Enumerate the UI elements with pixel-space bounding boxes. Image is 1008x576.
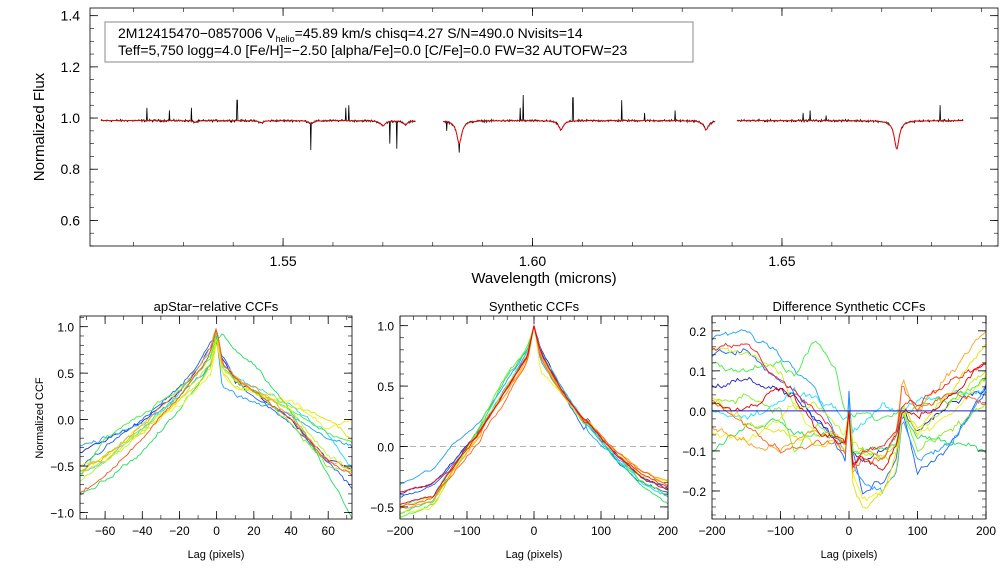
apstar-ccf-y-tick-label: 1.0 <box>57 321 74 335</box>
apstar-ccf-y-tick-label: −0.5 <box>50 460 74 474</box>
synthetic-ccf-x-tick-label: 100 <box>591 524 611 538</box>
legend-box <box>104 21 694 63</box>
legend-line-1: 2M12415470−0857006 Vhelio=45.89 km/s chi… <box>118 25 583 44</box>
apstar-ccf-frame <box>79 315 353 520</box>
synthetic-ccf-series-7 <box>400 325 668 508</box>
legend-parameters-1: =45.89 km/s chisq=4.27 S/N=490.0 Nvisits… <box>295 25 583 41</box>
apstar-ccf-y-tick-label: 0.0 <box>57 414 74 428</box>
apstar-ccf-axes: −60 −40 −20 0 20 40 60 −1.0 −0.5 0.0 0.5 1.0 <box>50 316 352 538</box>
apstar-ccf-y-tick-label: −1.0 <box>50 506 74 520</box>
model-spectrum-chip-1 <box>101 120 416 127</box>
apstar-ccf-series-7 <box>80 332 352 474</box>
difference-ccf-x-tick-label: −200 <box>698 524 725 538</box>
spectrum-x-tick-label: 1.60 <box>519 253 546 269</box>
difference-ccf-x-tick-label: −100 <box>767 524 794 538</box>
synthetic-ccf-series-group <box>400 323 668 518</box>
synthetic-ccf-series-10 <box>400 325 668 508</box>
synthetic-ccf-x-axis-label: Lag (pixels) <box>506 549 563 561</box>
spectrum-legend: 2M12415470−0857006 Vhelio=45.89 km/s chi… <box>104 21 694 63</box>
difference-ccf-x-axis-label: Lag (pixels) <box>821 549 878 561</box>
spectrum-x-axis-label: Wavelength (microns) <box>471 270 616 287</box>
synthetic-ccf-x-tick-label: −100 <box>453 524 480 538</box>
spectrum-plot-area <box>100 94 964 153</box>
difference-ccf-x-tick-label: 200 <box>976 524 996 538</box>
apstar-ccf-panel: apStar−relative CCFs −60 −40 −20 0 20 40 60 −1.… <box>34 299 353 561</box>
spectrum-frame <box>89 7 999 247</box>
spectrum-y-tick-label: 0.8 <box>61 161 81 177</box>
apstar-ccf-series-10 <box>80 338 352 473</box>
difference-ccf-plot-area <box>712 329 986 509</box>
spectrum-y-axis-label: Normalized Flux <box>31 72 48 181</box>
apstar-ccf-series-11 <box>80 327 352 472</box>
synthetic-ccf-plot-area <box>400 323 668 518</box>
synthetic-ccf-y-tick-label: 0.0 <box>377 441 394 455</box>
synthetic-ccf-panel: Synthetic CCFs −200 −100 0 100 200 −0.5 0.0 0.5… <box>370 299 678 561</box>
apstar-ccf-x-tick-label: −40 <box>132 524 153 538</box>
synthetic-ccf-x-tick-label: −200 <box>386 524 413 538</box>
synthetic-ccf-series-4 <box>400 323 668 507</box>
apstar-ccf-x-tick-label: −60 <box>95 524 116 538</box>
spectrum-y-tick-label: 1.2 <box>61 59 81 75</box>
apstar-ccf-x-tick-label: 0 <box>213 524 220 538</box>
synthetic-ccf-series-12 <box>400 325 668 505</box>
apstar-ccf-x-tick-label: 20 <box>247 524 261 538</box>
apstar-ccf-series-3 <box>80 340 352 448</box>
spectrum-panel: 1.55 1.60 1.65 0.6 0.8 1.0 1.2 1.4 Wavelength (… <box>31 7 999 287</box>
spectrum-x-tick-label: 1.55 <box>269 253 296 269</box>
apstar-ccf-series-2 <box>80 335 352 489</box>
legend-star-id: 2M12415470−0857006 V <box>118 25 276 41</box>
synthetic-ccf-series-9 <box>400 325 668 510</box>
apstar-ccf-series-9 <box>80 342 352 468</box>
synthetic-ccf-title: Synthetic CCFs <box>489 299 580 314</box>
apstar-ccf-x-tick-label: 40 <box>284 524 298 538</box>
spectrum-y-tick-label: 1.0 <box>61 110 81 126</box>
difference-ccf-series-2 <box>712 329 986 495</box>
observed-spectrum-chip-1 <box>100 99 416 151</box>
difference-ccf-y-tick-label: 0.1 <box>689 365 706 379</box>
apstar-ccf-x-tick-label: −20 <box>169 524 190 538</box>
synthetic-ccf-y-tick-label: −0.5 <box>370 501 394 515</box>
apstar-ccf-title: apStar−relative CCFs <box>154 299 279 314</box>
apstar-ccf-x-tick-label: 60 <box>322 524 336 538</box>
apstar-ccf-y-axis-label: Normalized CCF <box>34 377 46 459</box>
synthetic-ccf-x-tick-label: 200 <box>658 524 678 538</box>
synthetic-ccf-axes: −200 −100 0 100 200 −0.5 0.0 0.5 1.0 <box>370 316 678 538</box>
spectrum-x-tick-label: 1.65 <box>768 253 795 269</box>
difference-ccf-y-tick-label: −0.2 <box>682 485 706 499</box>
difference-ccf-x-tick-label: 0 <box>846 524 853 538</box>
difference-ccf-y-tick-label: −0.1 <box>682 445 706 459</box>
difference-ccf-x-tick-label: 100 <box>907 524 927 538</box>
synthetic-ccf-y-tick-label: 1.0 <box>377 320 394 334</box>
spectrum-y-tick-label: 1.4 <box>61 8 81 24</box>
difference-ccf-y-tick-label: 0.2 <box>689 325 706 339</box>
apstar-ccf-y-tick-label: 0.5 <box>57 367 74 381</box>
spectrum-y-tick-label: 0.6 <box>61 212 81 228</box>
observed-spectrum-chip-3 <box>736 105 964 150</box>
difference-ccf-title: Difference Synthetic CCFs <box>773 299 926 314</box>
observed-spectrum-chip-2 <box>442 94 716 153</box>
apstar-ccf-series-12 <box>80 327 352 495</box>
difference-ccf-panel: Difference Synthetic CCFs −200 −100 0 100 20… <box>682 299 996 561</box>
model-spectrum-chip-2 <box>443 120 716 145</box>
apstar-ccf-series-5 <box>80 333 352 519</box>
difference-ccf-y-tick-label: 0.0 <box>689 405 706 419</box>
synthetic-ccf-x-tick-label: 0 <box>531 524 538 538</box>
apstar-ccf-series-6 <box>80 336 352 477</box>
difference-ccf-series-1 <box>712 348 986 495</box>
synthetic-ccf-y-tick-label: 0.5 <box>377 380 394 394</box>
difference-ccf-axes: −200 −100 0 100 200 −0.2 −0.1 0.0 0.1 0.2 <box>682 316 996 538</box>
model-spectrum-chip-3 <box>737 120 964 150</box>
synthetic-ccf-series-1 <box>400 324 668 494</box>
spectrum-axes: 1.55 1.60 1.65 0.6 0.8 1.0 1.2 1.4 <box>61 8 998 269</box>
legend-line-2: Teff=5,750 logg=4.0 [Fe/H]=−2.50 [alpha/… <box>118 42 627 58</box>
apstar-ccf-plot-area <box>80 327 352 519</box>
legend-vhelio-subscript: helio <box>276 34 295 44</box>
apstar-ccf-series-group <box>80 327 352 519</box>
apstar-ccf-x-axis-label: Lag (pixels) <box>188 549 245 561</box>
difference-ccf-series-group <box>712 329 986 509</box>
